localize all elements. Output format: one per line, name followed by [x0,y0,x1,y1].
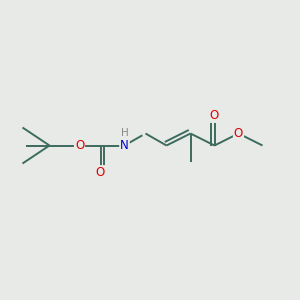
Text: O: O [210,109,219,122]
Text: O: O [234,127,243,140]
Text: H: H [121,128,128,138]
Text: O: O [96,166,105,179]
Text: N: N [120,139,129,152]
Text: O: O [75,139,84,152]
